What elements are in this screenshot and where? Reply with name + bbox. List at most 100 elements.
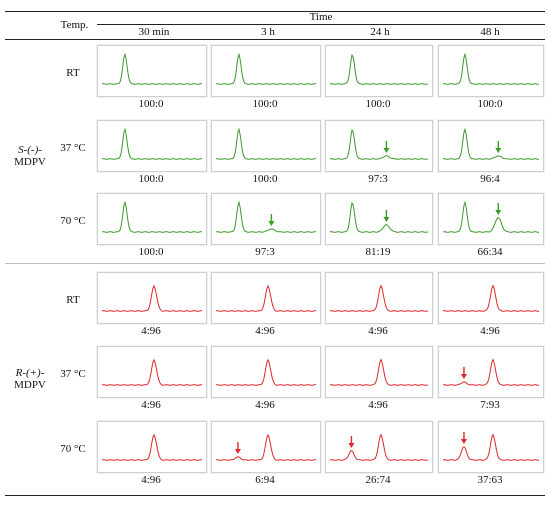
trace-line: [329, 53, 429, 85]
ratio-label: 7:93: [480, 399, 500, 411]
group-label-r-line1: R-(+)-: [15, 367, 45, 379]
trace-line: [442, 358, 539, 386]
ratio-label: 100:0: [252, 173, 278, 185]
ratio-label: 37:63: [477, 474, 503, 486]
header-bottom-rule: [5, 39, 545, 40]
chromatogram-panel: [325, 120, 433, 172]
ratio-label: 100:0: [138, 173, 164, 185]
ratio-label: 96:4: [480, 173, 500, 185]
trace-line: [215, 200, 316, 233]
chromatogram-trace: [442, 200, 539, 233]
chromatogram-panel: [97, 45, 207, 97]
ratio-label: 100:0: [138, 98, 164, 110]
trace-line: [215, 284, 316, 312]
arrow-icon: [268, 214, 275, 226]
chromatogram-panel: [211, 346, 321, 398]
trace-line: [101, 433, 202, 461]
chromatogram-panel: [325, 45, 433, 97]
chromatogram-panel: [211, 272, 321, 324]
chromatogram-trace: [101, 52, 202, 85]
chromatogram-panel: [438, 120, 544, 172]
temp-label: 37 °C: [60, 368, 86, 380]
chromatogram-trace: [215, 127, 316, 160]
ratio-label: 100:0: [365, 98, 391, 110]
chromatogram-trace: [215, 358, 316, 386]
temp-label: RT: [66, 294, 80, 306]
trace-line: [329, 358, 429, 386]
chromatogram-trace: [215, 284, 316, 312]
ratio-label: 4:96: [141, 474, 161, 486]
trace-line: [442, 127, 539, 160]
chromatogram-trace: [101, 433, 202, 461]
time-rule: [97, 24, 545, 25]
group-label-r: R-(+)- MDPV: [0, 367, 60, 391]
trace-line: [215, 127, 316, 160]
trace-line: [215, 52, 316, 85]
chromatogram-panel: [97, 193, 207, 245]
chromatogram-trace: [442, 52, 539, 85]
ratio-label: 100:0: [138, 246, 164, 258]
time-col-1: 3 h: [261, 26, 275, 38]
ratio-label: 6:94: [255, 474, 275, 486]
trace-line: [442, 52, 539, 85]
chromatogram-trace: [442, 284, 539, 312]
temp-label: RT: [66, 67, 80, 79]
temp-label: 37 °C: [60, 142, 86, 154]
arrow-icon: [495, 203, 502, 215]
trace-line: [442, 433, 539, 461]
chromatogram-trace: [101, 127, 202, 160]
chromatogram-panel: [211, 120, 321, 172]
chromatogram-trace: [329, 128, 429, 160]
chromatogram-trace: [215, 52, 316, 85]
chromatogram-panel: [97, 272, 207, 324]
temp-label: 70 °C: [60, 443, 86, 455]
trace-line: [101, 127, 202, 160]
chromatogram-trace: [442, 127, 539, 160]
ratio-label: 100:0: [252, 98, 278, 110]
time-col-3: 48 h: [480, 26, 500, 38]
arrow-icon: [383, 141, 390, 153]
chromatogram-trace: [101, 200, 202, 233]
time-col-0: 30 min: [138, 26, 170, 38]
chromatogram-panel: [438, 193, 544, 245]
chromatogram-panel: [97, 120, 207, 172]
trace-line: [101, 52, 202, 85]
chromatogram-trace: [101, 284, 202, 312]
bottom-rule: [5, 495, 545, 496]
trace-line: [329, 201, 429, 233]
trace-line: [442, 284, 539, 312]
chromatogram-panel: [211, 193, 321, 245]
chromatogram-panel: [211, 45, 321, 97]
chromatogram-trace: [329, 201, 429, 233]
ratio-label: 4:96: [141, 399, 161, 411]
ratio-label: 66:34: [477, 246, 503, 258]
trace-line: [101, 358, 202, 386]
chromatogram-panel: [97, 346, 207, 398]
trace-line: [101, 200, 202, 233]
chromatogram-panel: [438, 272, 544, 324]
trace-line: [329, 128, 429, 160]
ratio-label: 4:96: [368, 325, 388, 337]
time-header: Time: [309, 11, 333, 23]
group-divider: [5, 263, 545, 264]
trace-line: [329, 433, 429, 461]
ratio-label: 4:96: [255, 325, 275, 337]
group-label-s: S-(-)- MDPV: [0, 144, 60, 168]
chromatogram-panel: [211, 421, 321, 473]
temp-label: 70 °C: [60, 215, 86, 227]
chromatogram-panel: [438, 421, 544, 473]
ratio-label: 26:74: [365, 474, 391, 486]
chromatogram-trace: [442, 432, 539, 461]
arrow-icon: [383, 210, 390, 222]
group-label-s-line2: MDPV: [14, 156, 46, 168]
chromatogram-panel: [97, 421, 207, 473]
trace-line: [215, 358, 316, 386]
arrow-icon: [348, 436, 355, 448]
chromatogram-trace: [442, 358, 539, 386]
ratio-label: 4:96: [255, 399, 275, 411]
ratio-label: 4:96: [368, 399, 388, 411]
chromatogram-trace: [329, 284, 429, 312]
chromatogram-trace: [329, 433, 429, 461]
trace-line: [329, 284, 429, 312]
group-label-s-line1: S-(-)-: [18, 144, 42, 156]
